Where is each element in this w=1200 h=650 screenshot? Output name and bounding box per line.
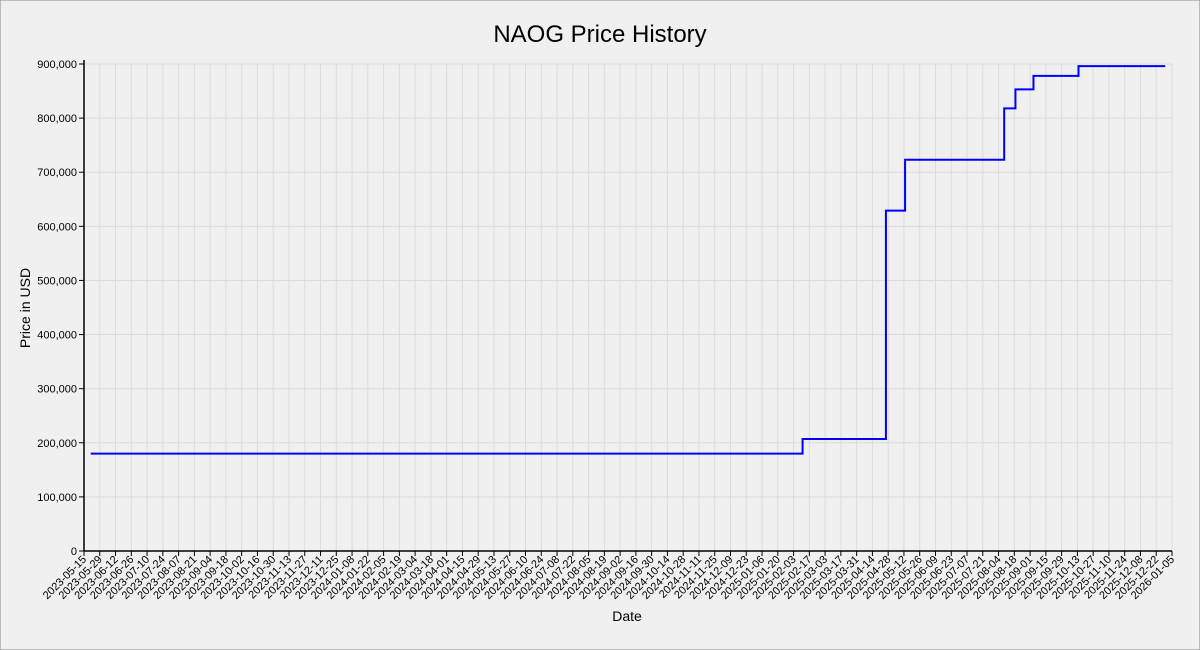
axes — [83, 60, 1172, 552]
y-tick-label: 100,000 — [37, 492, 77, 504]
y-tick-label: 200,000 — [37, 438, 77, 450]
y-axis-ticks: 0 100,000 200,000 300,000 400,000 500,000 600,… — [37, 59, 84, 558]
y-tick-label: 600,000 — [37, 221, 77, 233]
y-tick-label: 500,000 — [37, 275, 77, 287]
price-series-line — [90, 65, 1166, 455]
grid — [83, 63, 1173, 552]
y-tick-label: 400,000 — [37, 330, 77, 342]
y-tick-label: 0 — [71, 546, 77, 558]
y-tick-label: 700,000 — [37, 167, 77, 179]
y-tick-label: 300,000 — [37, 384, 77, 396]
y-tick-label: 800,000 — [37, 113, 77, 125]
x-axis-label: Date — [612, 608, 642, 624]
x-axis-ticks: 2023-05-152023-05-292023-06-122023-06-26… — [41, 551, 1177, 602]
series — [90, 65, 1166, 455]
y-tick-label: 900,000 — [37, 59, 77, 71]
y-axis-label: Price in USD — [17, 268, 33, 348]
chart-title: NAOG Price History — [493, 21, 706, 48]
